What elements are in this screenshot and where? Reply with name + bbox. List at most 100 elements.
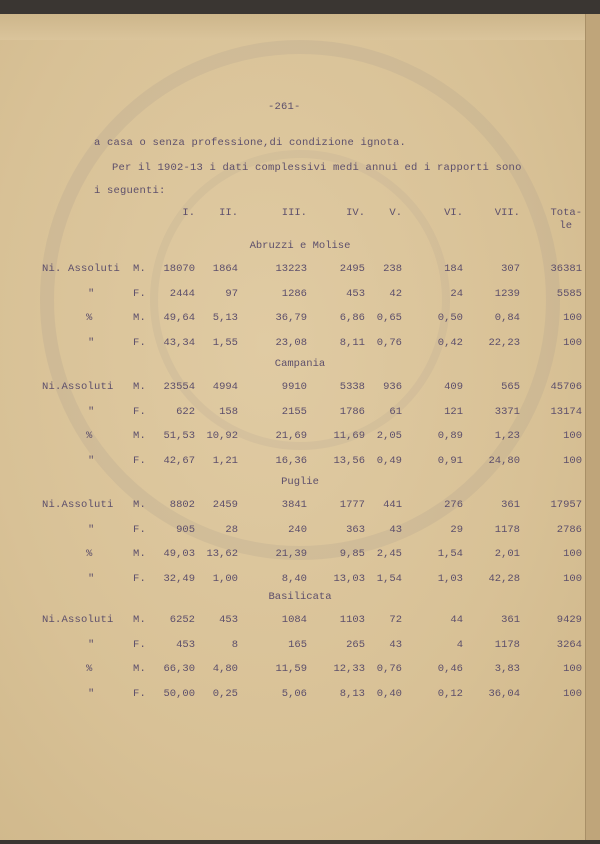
table-cell: 100 — [563, 430, 582, 442]
table-cell: 100 — [563, 663, 582, 675]
table-cell: 4,80 — [212, 663, 238, 675]
row-label: " — [88, 454, 95, 467]
column-header: le — [559, 220, 572, 232]
row-sex: F. — [133, 454, 147, 467]
row-label: % — [86, 548, 93, 560]
table-cell: 5585 — [556, 287, 582, 300]
table-cell: 4 — [456, 638, 463, 651]
table-cell: 66,30 — [163, 663, 195, 675]
table-cell: 6252 — [169, 614, 195, 626]
table-cell: 453 — [219, 614, 238, 626]
table-cell: 1,54 — [376, 572, 402, 585]
table-cell: 42,28 — [488, 572, 520, 585]
table-cell: 3,83 — [494, 663, 520, 675]
row-label: " — [88, 572, 95, 585]
table-cell: 8802 — [169, 499, 195, 511]
table-cell: 8,11 — [339, 336, 365, 349]
table-cell: 121 — [444, 405, 463, 418]
row-label: " — [88, 687, 95, 700]
table-cell: 49,64 — [163, 312, 195, 324]
table-cell: 905 — [176, 523, 195, 536]
table-cell: 3264 — [556, 638, 582, 651]
table-cell: 0,76 — [376, 663, 402, 675]
table-cell: 32,49 — [163, 572, 195, 585]
table-cell: 0,91 — [437, 454, 463, 467]
table-cell: 22,23 — [488, 336, 520, 349]
table-cell: 363 — [346, 523, 365, 536]
table-cell: 8 — [231, 638, 238, 651]
row-sex: M. — [133, 312, 147, 324]
row-label: Ni.Assoluti — [42, 381, 114, 393]
table-cell: 1,23 — [494, 430, 520, 442]
table-cell: 100 — [563, 687, 582, 700]
row-label: " — [88, 405, 95, 418]
table-cell: 50,00 — [163, 687, 195, 700]
table-cell: 1286 — [281, 287, 307, 300]
table-cell: 23,08 — [275, 336, 307, 349]
table-cell: 42,67 — [163, 454, 195, 467]
table-cell: 0,42 — [437, 336, 463, 349]
table-cell: 21,69 — [275, 430, 307, 442]
table-cell: 2,05 — [376, 430, 402, 442]
page-top-edge — [0, 14, 590, 40]
table-cell: 100 — [563, 336, 582, 349]
row-sex: M. — [133, 381, 147, 393]
table-cell: 43,34 — [163, 336, 195, 349]
table-cell: 1084 — [281, 614, 307, 626]
table-cell: 453 — [176, 638, 195, 651]
table-cell: 12,33 — [333, 663, 365, 675]
column-header: V. — [389, 207, 402, 219]
column-header: VII. — [494, 207, 520, 219]
table-cell: 1777 — [339, 499, 365, 511]
row-label: % — [86, 430, 93, 442]
page-number: -261- — [268, 101, 301, 113]
table-cell: 97 — [225, 287, 238, 300]
column-header: Tota- — [550, 207, 582, 219]
table-cell: 1,54 — [437, 548, 463, 560]
table-cell: 0,12 — [437, 687, 463, 700]
table-cell: 29 — [450, 523, 463, 536]
table-cell: 0,46 — [437, 663, 463, 675]
table-cell: 17957 — [550, 499, 582, 511]
row-sex: F. — [133, 336, 147, 349]
table-cell: 13,56 — [333, 454, 365, 467]
table-cell: 10,92 — [206, 430, 238, 442]
row-label: % — [86, 663, 93, 675]
table-cell: 23554 — [163, 381, 195, 393]
table-cell: 13,03 — [333, 572, 365, 585]
table-cell: 2459 — [212, 499, 238, 511]
row-sex: M. — [133, 548, 147, 560]
table-cell: 45706 — [550, 381, 582, 393]
table-cell: 5,06 — [281, 687, 307, 700]
table-cell: 1103 — [339, 614, 365, 626]
table-cell: 2786 — [556, 523, 582, 536]
table-cell: 1239 — [494, 287, 520, 300]
row-sex: M. — [133, 614, 147, 626]
table-cell: 453 — [346, 287, 365, 300]
table-cell: 100 — [563, 454, 582, 467]
table-cell: 1178 — [494, 638, 520, 651]
table-cell: 9,85 — [339, 548, 365, 560]
table-cell: 0,76 — [376, 336, 402, 349]
table-cell: 11,59 — [275, 663, 307, 675]
section-title: Puglie — [281, 476, 319, 488]
table-cell: 1786 — [339, 405, 365, 418]
column-header: I. — [182, 207, 195, 219]
row-sex: F. — [133, 523, 147, 536]
table-cell: 238 — [383, 263, 402, 275]
table-cell: 2495 — [339, 263, 365, 275]
table-cell: 2444 — [169, 287, 195, 300]
table-cell: 16,36 — [275, 454, 307, 467]
table-cell: 276 — [444, 499, 463, 511]
section-title: Campania — [274, 358, 326, 370]
row-sex: M. — [133, 263, 147, 275]
table-cell: 5338 — [339, 381, 365, 393]
table-cell: 72 — [389, 614, 402, 626]
table-cell: 100 — [563, 548, 582, 560]
table-cell: 441 — [383, 499, 402, 511]
column-header: III. — [281, 207, 307, 219]
row-label: " — [88, 336, 95, 349]
row-label: " — [88, 523, 95, 536]
table-cell: 24 — [450, 287, 463, 300]
table-cell: 565 — [501, 381, 520, 393]
